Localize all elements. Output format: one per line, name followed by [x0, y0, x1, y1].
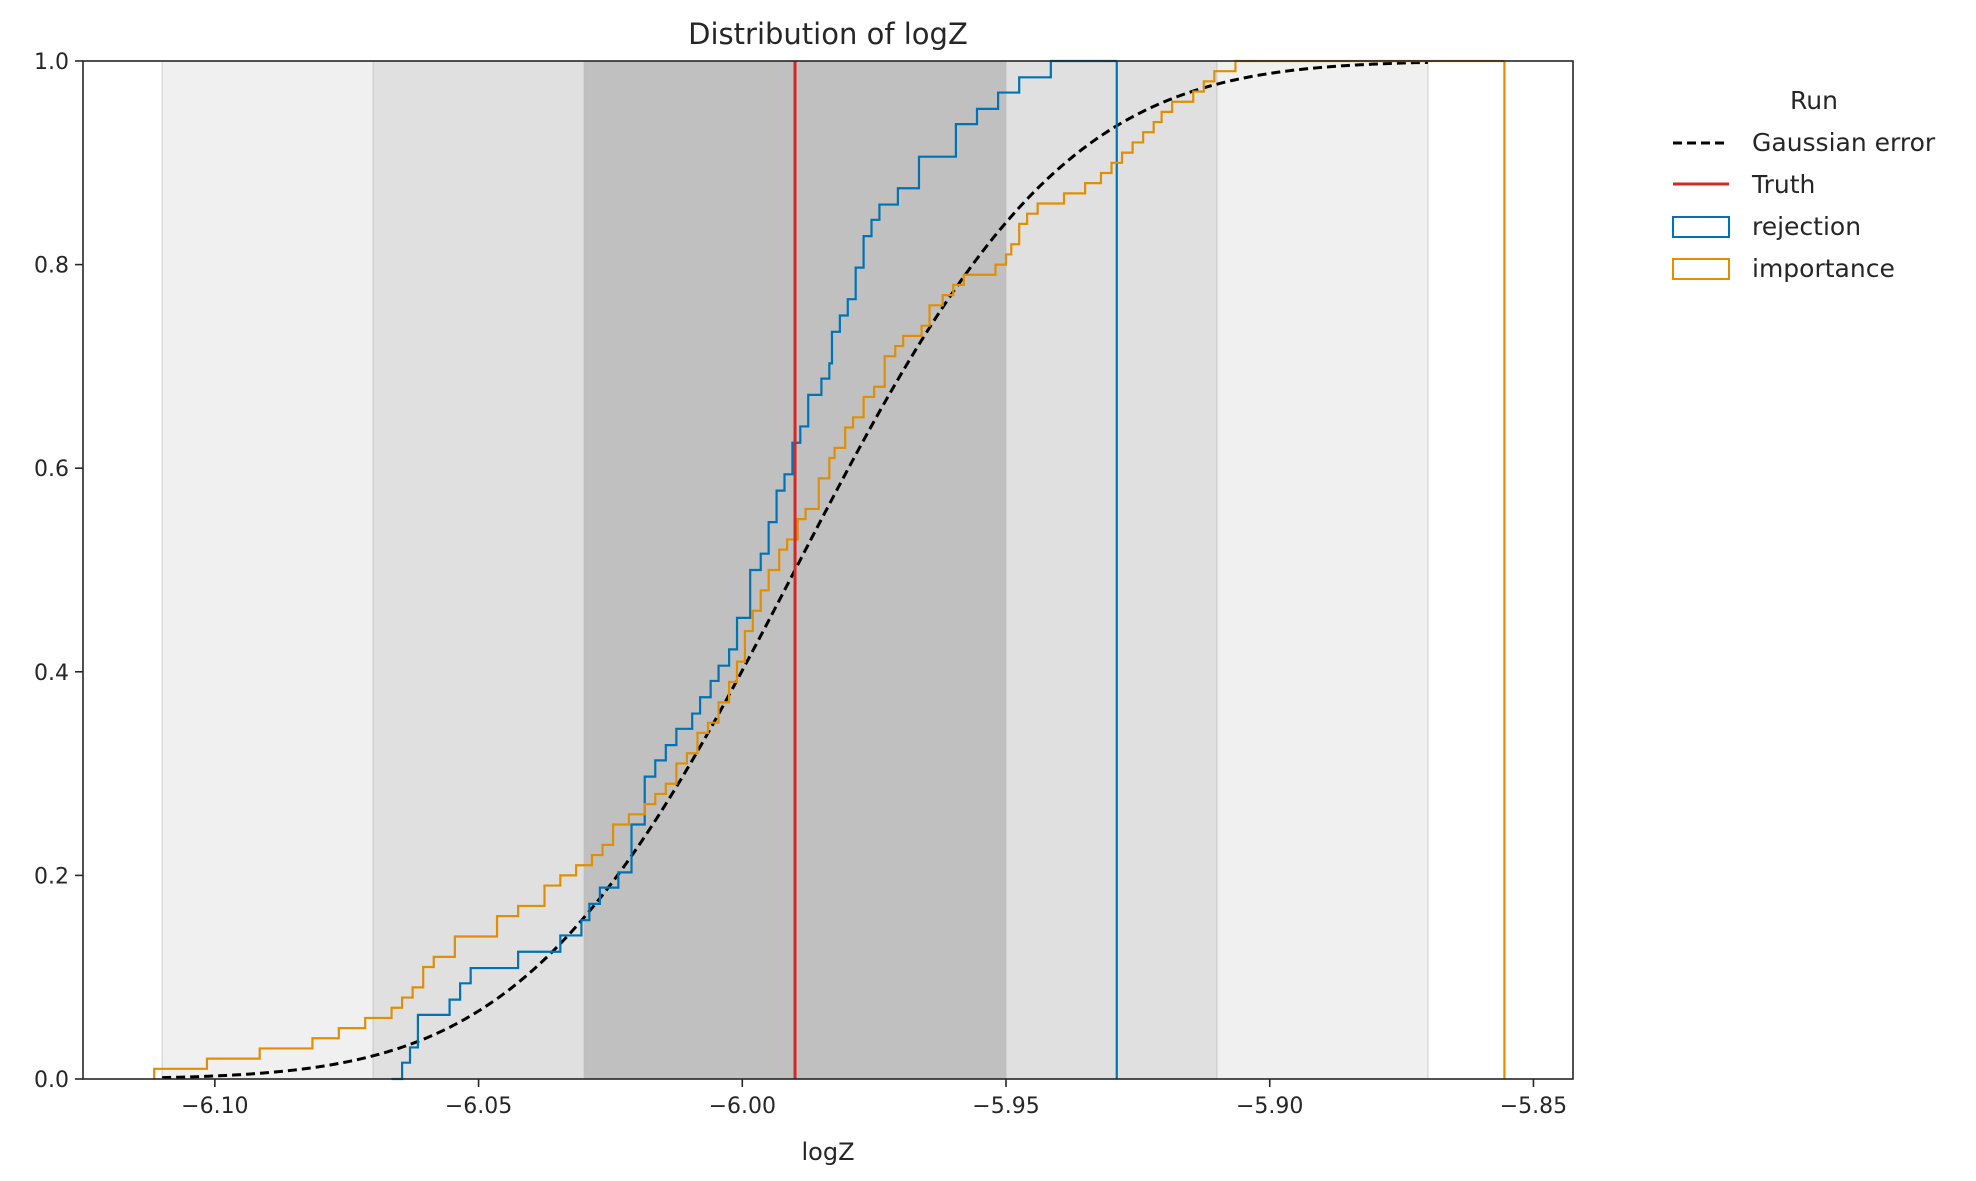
x-tick-label: −6.00: [709, 1094, 776, 1119]
chart-title: Distribution of logZ: [688, 17, 968, 51]
legend: Run Gaussian error Truth rejection impor…: [1672, 86, 1936, 283]
legend-label-truth: Truth: [1751, 170, 1815, 199]
legend-label-rejection: rejection: [1752, 212, 1861, 241]
x-tick-label: −5.85: [1500, 1094, 1567, 1119]
legend-item-truth[interactable]: Truth: [1673, 170, 1815, 199]
legend-label-importance: importance: [1752, 254, 1895, 283]
x-tick-label: −6.10: [181, 1094, 248, 1119]
y-axis-ticks: 0.0 0.2 0.4 0.6 0.8 1.0: [34, 50, 83, 1093]
x-axis-ticks: −6.10 −6.05 −6.00 −5.95 −5.90 −5.85: [181, 1079, 1567, 1119]
y-tick-label: 0.6: [34, 457, 69, 482]
y-tick-label: 0.8: [34, 254, 69, 279]
series-importance-step: [153, 59, 1505, 1079]
legend-item-importance[interactable]: importance: [1672, 254, 1895, 283]
y-tick-label: 1.0: [34, 50, 69, 75]
y-tick-label: 0.2: [34, 864, 69, 889]
legend-item-rejection[interactable]: rejection: [1672, 212, 1861, 241]
x-tick-label: −5.90: [1236, 1094, 1303, 1119]
series-layer: [153, 59, 1506, 1081]
plot-frame: [82, 60, 1574, 1080]
legend-label-gaussian: Gaussian error: [1752, 128, 1936, 157]
legend-swatch-rejection: [1672, 216, 1730, 238]
legend-item-gaussian[interactable]: Gaussian error: [1673, 128, 1936, 157]
x-tick-label: −5.95: [972, 1094, 1039, 1119]
x-tick-label: −6.05: [445, 1094, 512, 1119]
legend-title: Run: [1790, 86, 1838, 115]
y-tick-label: 0.0: [34, 1068, 69, 1093]
x-axis-title: logZ: [801, 1138, 854, 1166]
legend-swatch-importance: [1672, 258, 1730, 280]
y-tick-label: 0.4: [34, 661, 69, 686]
series-rejection-step: [391, 59, 1117, 1081]
